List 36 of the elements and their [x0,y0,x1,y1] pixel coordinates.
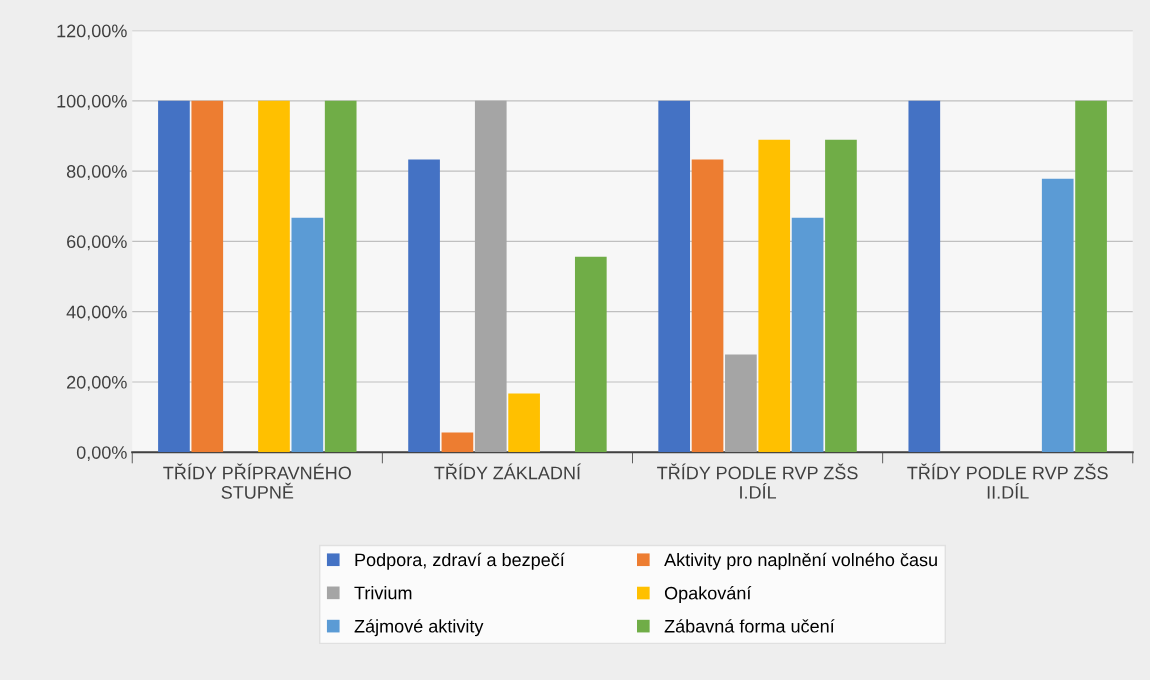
bar [1041,178,1074,453]
y-tick-label: 0,00% [76,446,127,462]
legend-label: Opakování [664,586,752,604]
bar [825,139,857,453]
legend-label: Podpora, zdraví a bezpečí [355,552,565,570]
x-tick-label: TŘÍDY PODLE RVP ZŠS I.DÍL [657,463,858,499]
bar [291,217,324,453]
bar [408,159,440,453]
bar [324,100,357,453]
y-tick-label: 100,00% [57,94,127,110]
y-tick-label: 120,00% [57,24,127,40]
x-tick-label: TŘÍDY ZÁKLADNÍ [434,463,581,480]
legend-label: Aktivity pro naplnění volného času [664,552,937,570]
x-tick-label: TŘÍDY PODLE RVP ZŠS II.DÍL [907,463,1108,499]
bar [758,139,791,453]
legend-label: Zájmové aktivity [354,619,484,637]
y-tick-label: 20,00% [67,375,127,391]
bar [574,256,607,453]
y-tick-label: 80,00% [66,165,127,180]
legend-label: Zábavná forma učení [664,619,835,633]
bar [158,100,190,453]
bar [441,432,474,453]
bar [1075,100,1107,453]
x-tick-label: TŘÍDY PŘÍPRAVNÉHO STUPNĚ [163,463,351,499]
bar [658,100,691,453]
bar [508,393,540,453]
bar [791,217,824,453]
bar [474,100,507,453]
bar [191,100,224,453]
bar [908,100,941,453]
bar [691,159,724,453]
bar [725,354,757,453]
y-tick-label: 60,00% [67,235,127,251]
y-tick-label: 40,00% [66,305,127,321]
legend-label: Trivium [354,586,412,600]
bar [258,100,290,453]
